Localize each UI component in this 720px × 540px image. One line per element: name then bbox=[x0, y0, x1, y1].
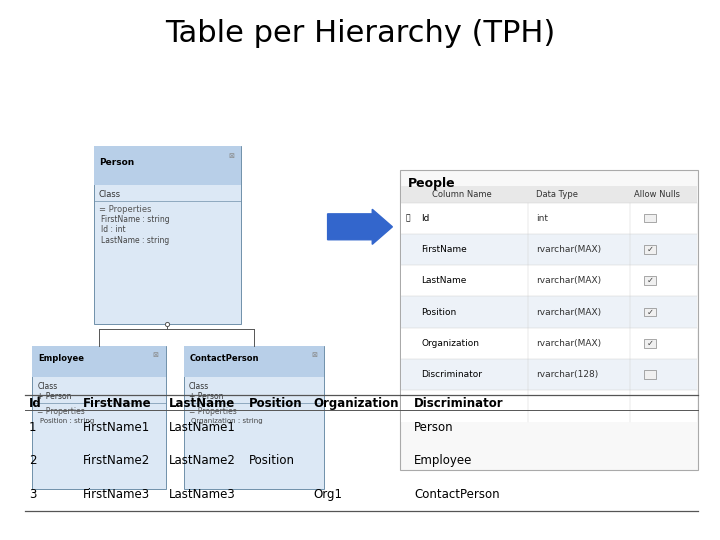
Text: Person: Person bbox=[99, 158, 135, 167]
Text: 2: 2 bbox=[29, 454, 36, 467]
FancyBboxPatch shape bbox=[401, 328, 697, 359]
Text: Organization: Organization bbox=[421, 339, 480, 348]
Text: Allow Nulls: Allow Nulls bbox=[634, 190, 680, 199]
Text: Class: Class bbox=[99, 190, 121, 199]
Text: Discriminator: Discriminator bbox=[414, 397, 503, 410]
Text: FirstName: FirstName bbox=[421, 245, 467, 254]
Text: Data Type: Data Type bbox=[536, 190, 578, 199]
FancyBboxPatch shape bbox=[644, 276, 656, 285]
Text: 1: 1 bbox=[29, 421, 36, 434]
Text: LastName1: LastName1 bbox=[169, 421, 236, 434]
FancyBboxPatch shape bbox=[94, 146, 241, 324]
FancyBboxPatch shape bbox=[401, 265, 697, 296]
Text: ⊠: ⊠ bbox=[228, 152, 234, 159]
Text: FirstName: FirstName bbox=[83, 397, 151, 410]
FancyBboxPatch shape bbox=[400, 170, 698, 470]
Text: ⊠: ⊠ bbox=[311, 352, 317, 359]
Text: ContactPerson: ContactPerson bbox=[414, 488, 500, 501]
Text: rvarchar(MAX): rvarchar(MAX) bbox=[536, 276, 601, 285]
Text: LastName: LastName bbox=[421, 276, 467, 285]
Text: ✓: ✓ bbox=[647, 339, 654, 348]
Text: 3: 3 bbox=[29, 488, 36, 501]
FancyBboxPatch shape bbox=[184, 346, 324, 489]
Text: Class: Class bbox=[189, 382, 209, 392]
Text: Discriminator: Discriminator bbox=[421, 370, 482, 379]
Text: Id : int: Id : int bbox=[101, 225, 125, 234]
FancyArrow shape bbox=[328, 210, 392, 244]
FancyBboxPatch shape bbox=[401, 359, 697, 390]
Text: Org1: Org1 bbox=[313, 488, 342, 501]
Text: LastName : string: LastName : string bbox=[101, 236, 169, 245]
Text: Person: Person bbox=[414, 421, 454, 434]
FancyBboxPatch shape bbox=[401, 234, 697, 265]
Text: ✓: ✓ bbox=[647, 245, 654, 254]
Text: FirstName1: FirstName1 bbox=[83, 421, 150, 434]
FancyBboxPatch shape bbox=[401, 296, 697, 328]
Text: + Person: + Person bbox=[189, 392, 223, 401]
Text: Position: Position bbox=[248, 397, 302, 410]
Text: int: int bbox=[536, 214, 549, 222]
Text: = Properties: = Properties bbox=[189, 407, 236, 416]
Text: = Properties: = Properties bbox=[37, 407, 85, 416]
Text: ✓: ✓ bbox=[647, 308, 654, 316]
Text: rvarchar(MAX): rvarchar(MAX) bbox=[536, 339, 601, 348]
Text: Position: Position bbox=[421, 308, 456, 316]
FancyBboxPatch shape bbox=[32, 346, 166, 377]
Text: LastName2: LastName2 bbox=[169, 454, 236, 467]
Text: Organization: Organization bbox=[313, 397, 399, 410]
FancyBboxPatch shape bbox=[32, 346, 166, 489]
FancyBboxPatch shape bbox=[644, 214, 656, 222]
Text: Column Name: Column Name bbox=[432, 190, 492, 199]
Text: rvarchar(MAX): rvarchar(MAX) bbox=[536, 308, 601, 316]
FancyBboxPatch shape bbox=[401, 186, 697, 202]
Text: = Properties: = Properties bbox=[99, 205, 151, 214]
Text: Id: Id bbox=[421, 214, 430, 222]
Text: Employee: Employee bbox=[38, 354, 84, 363]
Text: FirstName2: FirstName2 bbox=[83, 454, 150, 467]
Text: ContactPerson: ContactPerson bbox=[189, 354, 259, 363]
Text: LastName: LastName bbox=[169, 397, 235, 410]
Text: rvarchar(128): rvarchar(128) bbox=[536, 370, 598, 379]
Text: People: People bbox=[408, 177, 456, 190]
Text: FirstName : string: FirstName : string bbox=[101, 214, 169, 224]
FancyBboxPatch shape bbox=[644, 370, 656, 379]
Text: Position : string: Position : string bbox=[40, 418, 94, 424]
Text: Organization : string: Organization : string bbox=[191, 418, 262, 424]
Text: rvarchar(MAX): rvarchar(MAX) bbox=[536, 245, 601, 254]
FancyBboxPatch shape bbox=[644, 339, 656, 348]
Text: 🔑: 🔑 bbox=[406, 214, 410, 222]
FancyBboxPatch shape bbox=[94, 146, 241, 185]
Text: ✓: ✓ bbox=[647, 276, 654, 285]
Text: Position: Position bbox=[248, 454, 294, 467]
Text: LastName3: LastName3 bbox=[169, 488, 236, 501]
Text: ⊠: ⊠ bbox=[153, 352, 158, 359]
Text: Id: Id bbox=[29, 397, 42, 410]
Text: + Person: + Person bbox=[37, 392, 72, 401]
FancyBboxPatch shape bbox=[644, 245, 656, 254]
Text: Employee: Employee bbox=[414, 454, 472, 467]
FancyBboxPatch shape bbox=[644, 308, 656, 316]
Text: Class: Class bbox=[37, 382, 58, 392]
Text: Table per Hierarchy (TPH): Table per Hierarchy (TPH) bbox=[165, 19, 555, 48]
FancyBboxPatch shape bbox=[184, 346, 324, 377]
FancyBboxPatch shape bbox=[401, 202, 697, 234]
Text: FirstName3: FirstName3 bbox=[83, 488, 150, 501]
FancyBboxPatch shape bbox=[401, 390, 697, 422]
